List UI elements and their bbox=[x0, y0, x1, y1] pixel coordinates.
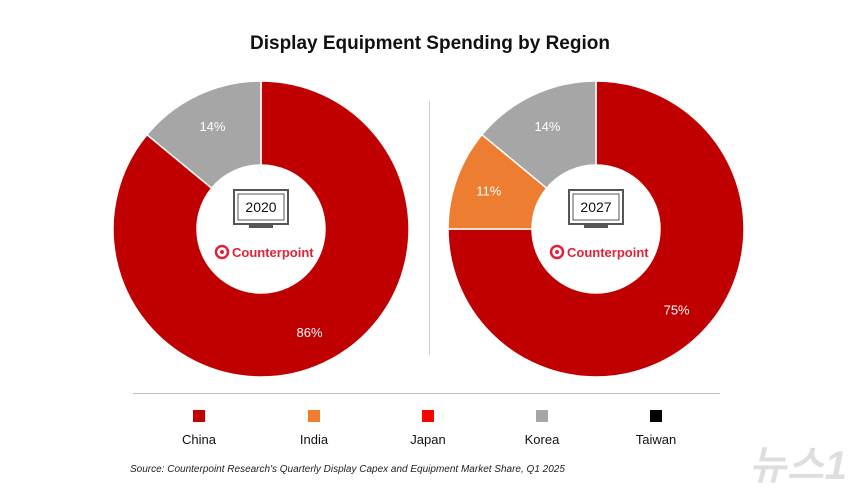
slice-label-2020-china: 86% bbox=[297, 325, 323, 340]
slice-label-2027-china: 75% bbox=[664, 303, 690, 318]
svg-text:Counterpoint: Counterpoint bbox=[232, 245, 314, 260]
year-label-2027: 2027 bbox=[580, 199, 611, 215]
slice-2020-korea bbox=[145, 80, 262, 190]
slice-label-2020-korea: 14% bbox=[199, 119, 225, 134]
monitor-icon bbox=[233, 189, 289, 228]
slice-2027-china bbox=[447, 80, 745, 378]
counterpoint-logo: Counterpoint bbox=[549, 244, 649, 260]
chart-title: Display Equipment Spending by Region bbox=[250, 33, 610, 54]
counterpoint-logo: Counterpoint bbox=[214, 244, 314, 260]
slice-label-2027-india: 11% bbox=[476, 183, 501, 198]
slice-2027-korea bbox=[480, 80, 597, 190]
monitor-icon bbox=[568, 189, 624, 228]
legend-divider bbox=[133, 393, 720, 394]
year-label-2020: 2020 bbox=[245, 199, 276, 215]
chart-divider bbox=[429, 101, 430, 355]
svg-text:Counterpoint: Counterpoint bbox=[567, 245, 649, 260]
slice-2020-china bbox=[112, 80, 410, 378]
watermark-logo: 뉴스1 bbox=[749, 444, 848, 488]
slice-label-2027-korea: 14% bbox=[534, 119, 560, 134]
source-note: Source: Counterpoint Research's Quarterl… bbox=[130, 464, 565, 475]
